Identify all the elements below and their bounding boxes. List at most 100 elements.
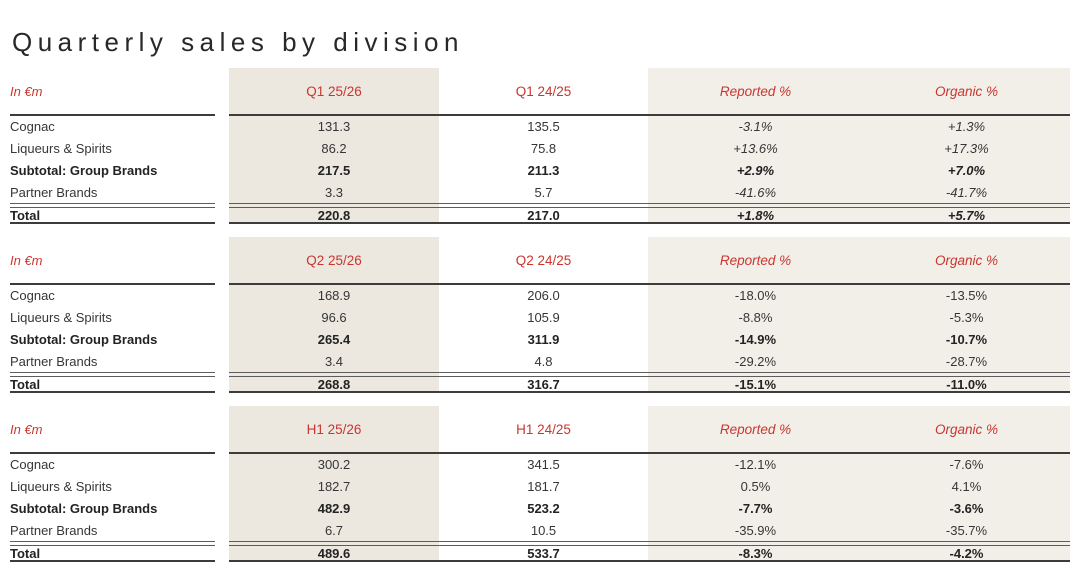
value-reported-pct: -14.9% (734, 331, 777, 347)
row-label: Subtotal: Group Brands (10, 162, 158, 178)
value-current: 268.8 (317, 376, 351, 392)
value-current: 217.5 (317, 162, 351, 178)
value-organic-pct: -7.6% (949, 457, 984, 473)
row-label: Liqueurs & Spirits (10, 479, 112, 495)
table-q2: In €m Q2 25/26 Q2 24/25 Reported % Organ… (10, 237, 1070, 393)
value-organic-pct: -41.7% (945, 184, 988, 200)
unit-label: In €m (10, 421, 43, 437)
value-current: 182.7 (317, 479, 351, 495)
value-prior: 75.8 (530, 141, 557, 157)
double-rule (10, 372, 1070, 377)
value-current: 3.4 (324, 353, 344, 369)
row-label: Liqueurs & Spirits (10, 141, 112, 157)
value-current: 265.4 (317, 331, 351, 347)
bottom-rule (10, 222, 1070, 224)
col-header-reported-pct: Reported % (719, 421, 792, 437)
header-rule (10, 114, 1070, 116)
row-label: Partner Brands (10, 522, 98, 538)
value-organic-pct: +1.3% (947, 119, 986, 135)
bottom-rule (10, 560, 1070, 562)
table-header-row: In €m Q2 25/26 Q2 24/25 Reported % Organ… (10, 237, 1070, 283)
value-prior: 217.0 (527, 207, 560, 223)
unit-label: In €m (10, 83, 43, 99)
row-label: Partner Brands (10, 184, 98, 200)
col-header-prior-period: Q1 24/25 (515, 83, 572, 99)
value-reported-pct: 0.5% (740, 479, 771, 495)
value-prior: 5.7 (534, 184, 553, 200)
value-prior: 105.9 (527, 310, 560, 326)
value-reported-pct: +13.6% (733, 141, 778, 157)
table-header-row: In €m H1 25/26 H1 24/25 Reported % Organ… (10, 406, 1070, 452)
subtotal-row: Subtotal: Group Brands 217.5 211.3 +2.9%… (10, 160, 1070, 182)
value-reported-pct: -35.9% (734, 522, 777, 538)
value-prior: 533.7 (527, 545, 560, 561)
table-h1: In €m H1 25/26 H1 24/25 Reported % Organ… (10, 406, 1070, 562)
col-header-prior-period: Q2 24/25 (515, 252, 572, 268)
value-current: 300.2 (317, 457, 351, 473)
table-row: Liqueurs & Spirits 96.6 105.9 -8.8% -5.3… (10, 307, 1070, 329)
table-row: Partner Brands 3.4 4.8 -29.2% -28.7% (10, 350, 1070, 372)
value-prior: 10.5 (530, 522, 557, 538)
col-header-current-period: Q2 25/26 (306, 252, 362, 268)
value-reported-pct: -18.0% (734, 288, 777, 304)
row-label: Partner Brands (10, 353, 98, 369)
value-prior: 211.3 (527, 162, 560, 178)
row-label: Subtotal: Group Brands (10, 500, 158, 516)
col-header-reported-pct: Reported % (719, 83, 792, 99)
col-header-prior-period: H1 24/25 (516, 421, 571, 437)
value-organic-pct: -35.7% (945, 522, 988, 538)
header-rule (10, 283, 1070, 285)
table-row: Partner Brands 6.7 10.5 -35.9% -35.7% (10, 519, 1070, 541)
table-q1: In €m Q1 25/26 Q1 24/25 Reported % Organ… (10, 68, 1070, 224)
value-organic-pct: -10.7% (945, 331, 988, 347)
value-reported-pct: +2.9% (736, 162, 775, 178)
col-header-reported-pct: Reported % (719, 252, 792, 268)
row-label: Total (10, 545, 41, 561)
value-organic-pct: -13.5% (945, 288, 988, 304)
current-period-column-highlight (229, 406, 439, 562)
unit-label: In €m (10, 252, 43, 268)
col-header-current-period: H1 25/26 (306, 421, 362, 437)
value-organic-pct: -3.6% (949, 500, 984, 516)
value-current: 131.3 (317, 119, 351, 135)
subtotal-row: Subtotal: Group Brands 482.9 523.2 -7.7%… (10, 498, 1070, 520)
col-header-organic-pct: Organic % (934, 83, 999, 99)
double-rule (10, 541, 1070, 546)
value-reported-pct: -8.3% (738, 545, 773, 561)
page-title: Quarterly sales by division (12, 27, 464, 58)
table-row: Cognac 300.2 341.5 -12.1% -7.6% (10, 454, 1070, 476)
value-organic-pct: +5.7% (947, 207, 986, 223)
double-rule (10, 203, 1070, 208)
value-organic-pct: -4.2% (949, 545, 984, 561)
subtotal-row: Subtotal: Group Brands 265.4 311.9 -14.9… (10, 329, 1070, 351)
value-current: 220.8 (317, 207, 351, 223)
value-reported-pct: -3.1% (738, 119, 773, 135)
total-row: Total 489.6 533.7 -8.3% -4.2% (10, 545, 1070, 561)
header-rule (10, 452, 1070, 454)
row-label: Total (10, 207, 41, 223)
value-organic-pct: -11.0% (946, 376, 987, 392)
value-prior: 4.8 (534, 353, 553, 369)
value-prior: 135.5 (527, 119, 560, 135)
value-organic-pct: +7.0% (947, 162, 986, 178)
col-header-organic-pct: Organic % (934, 252, 999, 268)
percent-columns-highlight (648, 406, 1070, 562)
value-prior: 523.2 (527, 500, 560, 516)
value-current: 86.2 (321, 141, 347, 157)
value-prior: 206.0 (527, 288, 560, 304)
col-header-organic-pct: Organic % (934, 421, 999, 437)
value-reported-pct: -8.8% (738, 310, 773, 326)
value-current: 482.9 (317, 500, 351, 516)
table-header-row: In €m Q1 25/26 Q1 24/25 Reported % Organ… (10, 68, 1070, 114)
value-reported-pct: -15.1% (734, 376, 777, 392)
table-row: Cognac 131.3 135.5 -3.1% +1.3% (10, 116, 1070, 138)
value-organic-pct: -28.7% (945, 353, 988, 369)
row-label: Cognac (10, 119, 55, 135)
row-label: Cognac (10, 457, 55, 473)
value-organic-pct: +17.3% (944, 141, 989, 157)
bottom-rule (10, 391, 1070, 393)
value-reported-pct: -29.2% (734, 353, 777, 369)
table-row: Partner Brands 3.3 5.7 -41.6% -41.7% (10, 181, 1070, 203)
value-current: 168.9 (317, 288, 351, 304)
percent-columns-highlight (648, 68, 1070, 224)
